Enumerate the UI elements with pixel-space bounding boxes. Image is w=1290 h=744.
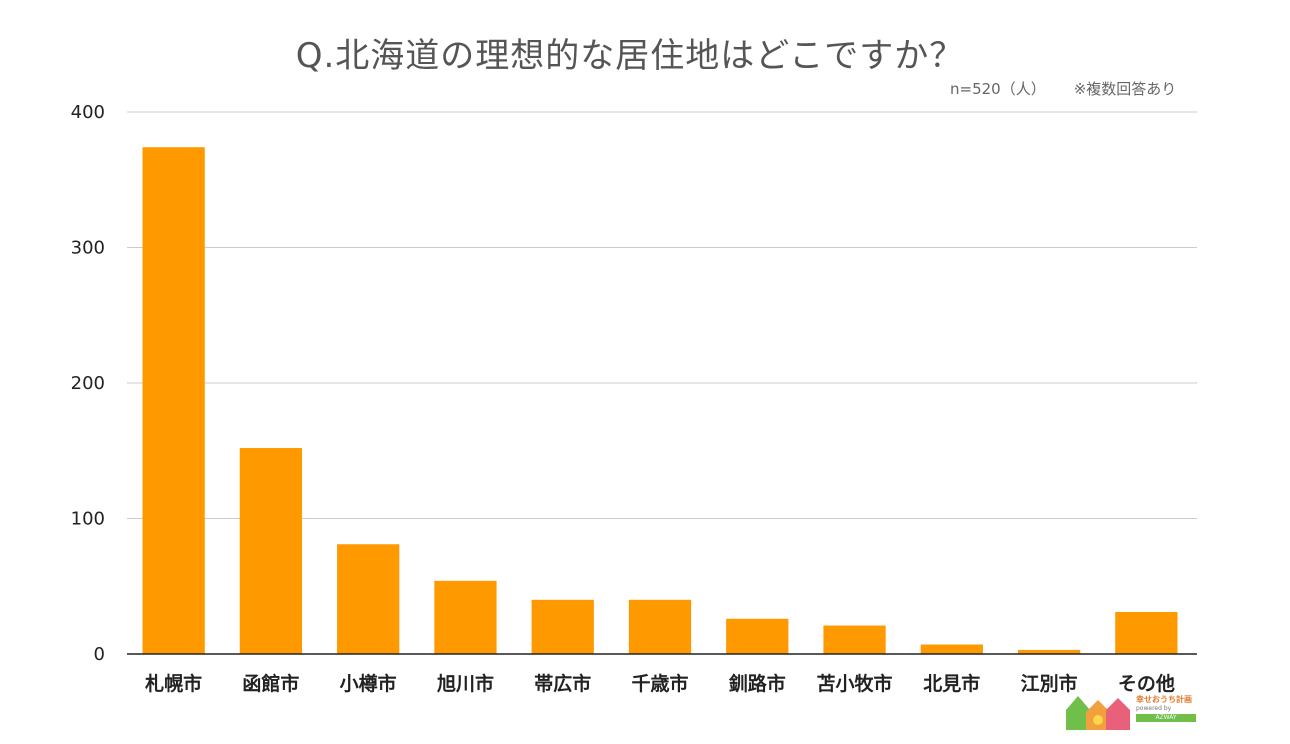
- x-category-label: 函館市: [242, 672, 299, 695]
- chart-note: n=520（人） ※複数回答あり: [950, 78, 1240, 99]
- y-tick-label: 200: [71, 373, 105, 394]
- bar: [337, 544, 400, 654]
- grid-layer: [127, 111, 1197, 519]
- bar: [823, 625, 886, 654]
- brand-logo: 幸せおうち計画 powered by AZWAY: [1064, 690, 1214, 732]
- bar: [434, 580, 497, 654]
- x-category-label: 帯広市: [534, 672, 591, 695]
- y-axis-ticks: 0 100 200 300 400: [71, 102, 105, 665]
- x-category-label: 千歳市: [631, 672, 688, 695]
- bar: [239, 448, 303, 654]
- bar: [628, 599, 692, 654]
- x-category-label: 北見市: [923, 672, 980, 695]
- x-axis-labels: 札幌市 函館市 小樽市 旭川市 帯広市 千歳市 釧路市 苫小牧市 北見市 江別市 その他: [144, 672, 1175, 695]
- y-tick-label: 300: [71, 238, 105, 259]
- bar: [1017, 649, 1081, 654]
- x-category-label: 札幌市: [144, 672, 202, 695]
- bar: [726, 618, 789, 654]
- y-tick-label: 400: [71, 102, 105, 123]
- y-tick-label: 0: [94, 644, 105, 665]
- y-tick-label: 100: [71, 509, 105, 530]
- bars: [142, 147, 1178, 655]
- logo-text: 幸せおうち計画: [1136, 695, 1192, 704]
- sample-size-note: n=520（人）: [950, 80, 1046, 98]
- x-category-label: 旭川市: [436, 672, 494, 695]
- x-category-label: その他: [1118, 672, 1175, 695]
- x-category-label: 苫小牧市: [817, 672, 893, 695]
- x-category-label: 釧路市: [729, 672, 786, 695]
- bar: [531, 599, 594, 654]
- x-category-label: 江別市: [1021, 672, 1078, 695]
- chart-title: Q.北海道の理想的な居住地はどこですか？: [295, 36, 965, 76]
- bar: [142, 147, 205, 655]
- bar: [1115, 611, 1178, 654]
- house-logo-icon: [1066, 696, 1130, 730]
- multiple-answer-note: ※複数回答あり: [1073, 80, 1177, 98]
- x-category-label: 小樽市: [340, 672, 397, 695]
- logo-sub: powered by: [1136, 705, 1172, 712]
- logo-brand: AZWAY: [1136, 714, 1196, 722]
- bar: [920, 644, 983, 654]
